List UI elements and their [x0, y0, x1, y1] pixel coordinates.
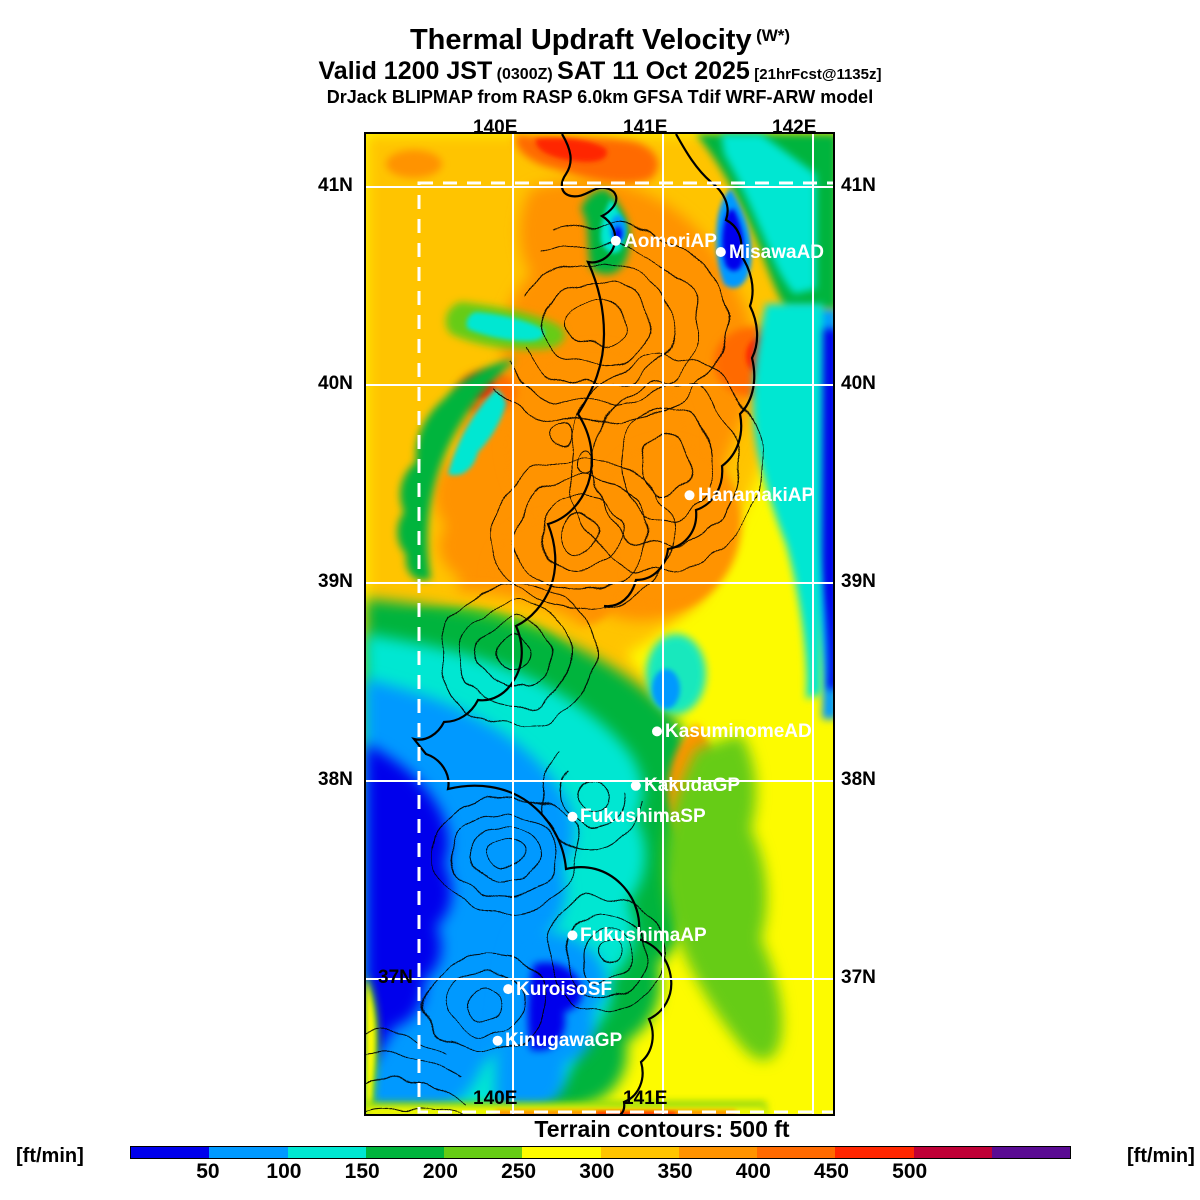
svg-text:AomoriAP: AomoriAP [624, 231, 717, 252]
svg-text:KakudaGP: KakudaGP [644, 775, 740, 796]
svg-text:KuroisoSF: KuroisoSF [516, 979, 612, 1000]
svg-text:KinugawaGP: KinugawaGP [505, 1030, 623, 1051]
svg-text:KasuminomeAD: KasuminomeAD [665, 721, 812, 742]
svg-text:MisawaAD: MisawaAD [729, 242, 824, 263]
svg-text:HanamakiAP: HanamakiAP [698, 485, 814, 506]
svg-text:FukushimaAP: FukushimaAP [580, 925, 707, 946]
svg-text:FukushimaSP: FukushimaSP [580, 806, 706, 827]
